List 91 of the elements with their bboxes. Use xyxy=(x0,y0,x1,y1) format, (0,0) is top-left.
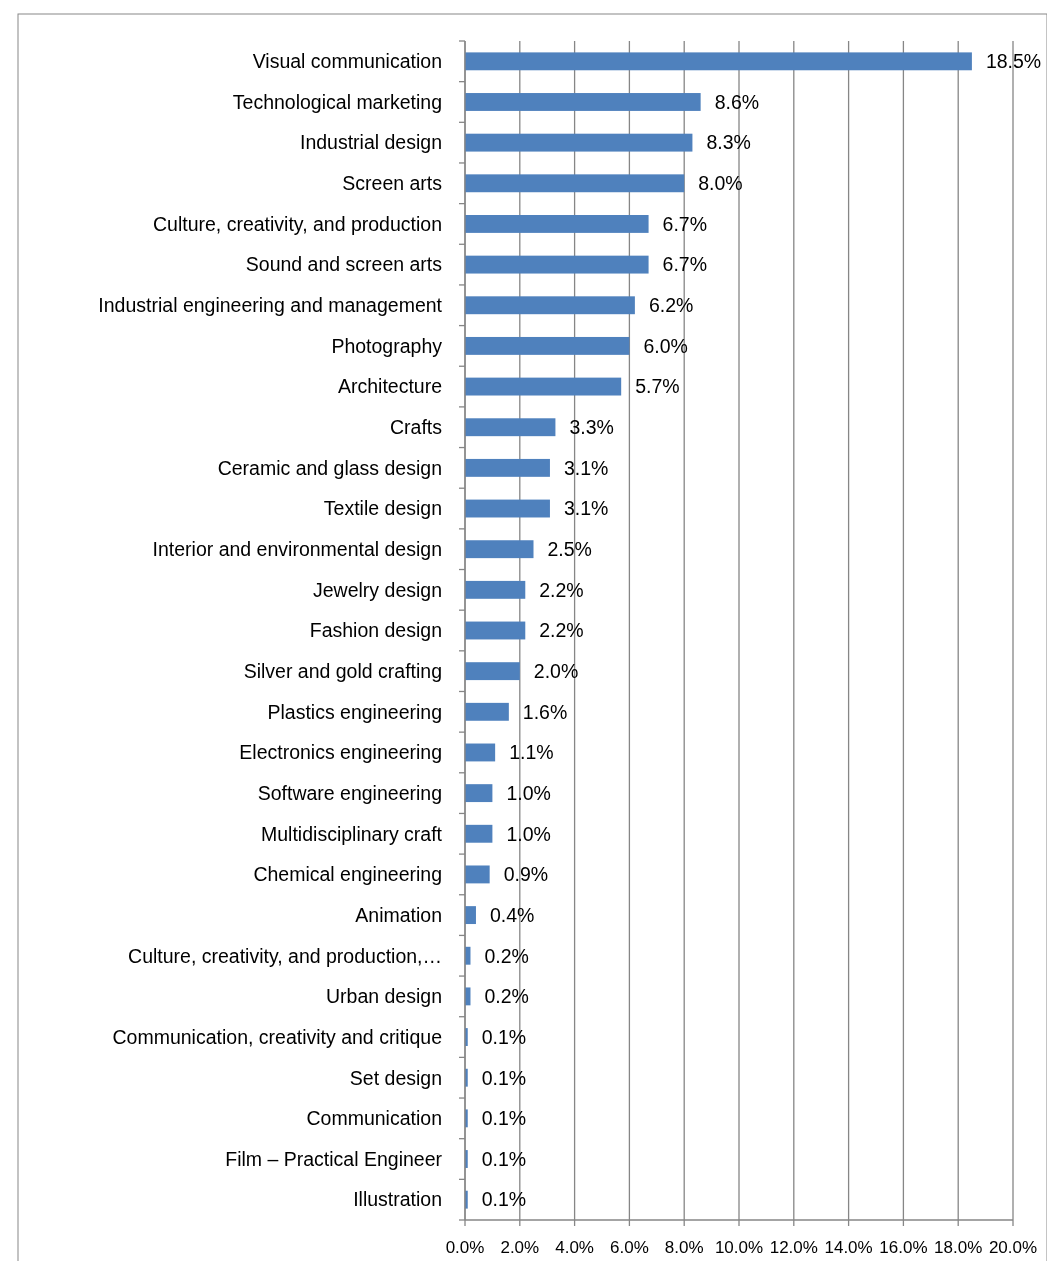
y-tick-label: Culture, creativity, and production,… xyxy=(128,944,442,967)
bar xyxy=(465,824,493,843)
y-tick-label: Chemical engineering xyxy=(253,863,442,886)
bar xyxy=(465,418,556,437)
data-label: 2.5% xyxy=(547,538,592,561)
data-label: 18.5% xyxy=(985,50,1042,73)
y-tick-label: Animation xyxy=(355,903,442,926)
y-tick-label: Crafts xyxy=(389,416,443,439)
data-label: 6.7% xyxy=(662,212,708,235)
y-tick-label: Architecture xyxy=(337,375,442,398)
data-label: 6.0% xyxy=(643,334,688,357)
data-label: 1.0% xyxy=(506,781,551,804)
y-tick-label: Technological marketing xyxy=(232,90,442,113)
bar xyxy=(465,906,476,925)
y-tick-label: Set design xyxy=(349,1066,442,1089)
y-tick-label: Textile design xyxy=(323,497,442,520)
x-tick-label: 8.0% xyxy=(664,1238,704,1257)
x-tick-label: 14.0% xyxy=(824,1238,873,1257)
x-tick-label: 12.0% xyxy=(769,1238,818,1257)
bar xyxy=(465,52,972,71)
bar xyxy=(465,133,693,152)
y-tick-label: Illustration xyxy=(353,1188,442,1211)
bar xyxy=(465,865,490,884)
data-label: 6.2% xyxy=(648,294,694,317)
bar xyxy=(465,174,685,193)
data-label: 2.0% xyxy=(533,659,579,682)
bar xyxy=(465,784,493,803)
x-tick-label: 20.0% xyxy=(988,1238,1038,1257)
data-label: 8.3% xyxy=(706,131,751,154)
data-label: 8.0% xyxy=(698,172,743,195)
bar xyxy=(465,702,509,721)
y-tick-label: Photography xyxy=(331,334,443,357)
y-tick-label: Visual communication xyxy=(252,50,442,73)
x-tick-label: 16.0% xyxy=(879,1238,928,1257)
bar xyxy=(465,93,701,111)
y-tick-label: Film – Practical Engineer xyxy=(225,1147,443,1170)
data-label: 2.2% xyxy=(539,619,584,642)
data-label: 6.7% xyxy=(662,253,708,276)
x-tick-label: 18.0% xyxy=(934,1238,983,1257)
data-label: 0.1% xyxy=(481,1025,527,1048)
bar xyxy=(465,255,649,274)
y-tick-label: Software engineering xyxy=(257,781,442,804)
y-tick-label: Plastics engineering xyxy=(267,700,442,723)
y-tick-label: Interior and environmental design xyxy=(152,538,442,561)
data-label: 0.2% xyxy=(484,944,529,967)
y-tick-label: Sound and screen arts xyxy=(245,253,443,276)
bar xyxy=(465,499,550,518)
bar xyxy=(465,296,635,315)
data-label: 3.3% xyxy=(569,416,614,439)
data-label: 1.1% xyxy=(509,741,554,764)
bar xyxy=(465,377,622,396)
bar xyxy=(465,336,630,355)
bar xyxy=(465,458,550,477)
data-label: 0.1% xyxy=(481,1066,527,1089)
bar xyxy=(465,540,534,559)
x-tick-label: 10.0% xyxy=(714,1238,764,1257)
y-tick-label: Electronics engineering xyxy=(239,741,442,764)
bar xyxy=(465,580,526,599)
x-tick-label: 0.0% xyxy=(445,1238,485,1257)
y-tick-label: Ceramic and glass design xyxy=(217,456,442,479)
data-label: 0.1% xyxy=(481,1147,527,1170)
data-label: 0.9% xyxy=(503,863,549,886)
data-label: 2.2% xyxy=(539,578,584,601)
x-tick-label: 6.0% xyxy=(610,1238,649,1257)
data-label: 0.4% xyxy=(489,903,535,926)
data-label: 0.1% xyxy=(481,1107,527,1130)
y-tick-label: Silver and gold crafting xyxy=(243,659,442,682)
y-tick-label: Industrial design xyxy=(299,131,442,154)
bar xyxy=(465,215,649,233)
data-label: 0.2% xyxy=(484,985,529,1008)
data-label: 1.0% xyxy=(506,822,551,845)
data-label: 0.1% xyxy=(481,1188,527,1211)
y-tick-label: Communication, creativity and critique xyxy=(112,1025,442,1048)
data-label: 3.1% xyxy=(563,497,609,520)
y-tick-label: Jewelry design xyxy=(313,578,442,601)
x-tick-label: 4.0% xyxy=(555,1238,594,1257)
y-tick-label: Multidisciplinary craft xyxy=(261,822,443,845)
x-tick-label: 2.0% xyxy=(500,1238,540,1257)
data-label: 8.6% xyxy=(714,90,760,113)
data-label: 3.1% xyxy=(563,456,609,479)
data-label: 1.6% xyxy=(522,700,568,723)
y-tick-label: Communication xyxy=(306,1107,442,1130)
y-tick-label: Urban design xyxy=(326,985,442,1008)
bar xyxy=(465,621,526,640)
y-tick-label: Culture, creativity, and production xyxy=(152,212,442,235)
data-label: 5.7% xyxy=(635,375,680,398)
bar xyxy=(465,743,496,762)
y-tick-label: Industrial engineering and management xyxy=(98,294,443,317)
bar xyxy=(465,662,520,681)
y-tick-label: Screen arts xyxy=(342,172,443,195)
y-tick-label: Fashion design xyxy=(309,619,442,642)
